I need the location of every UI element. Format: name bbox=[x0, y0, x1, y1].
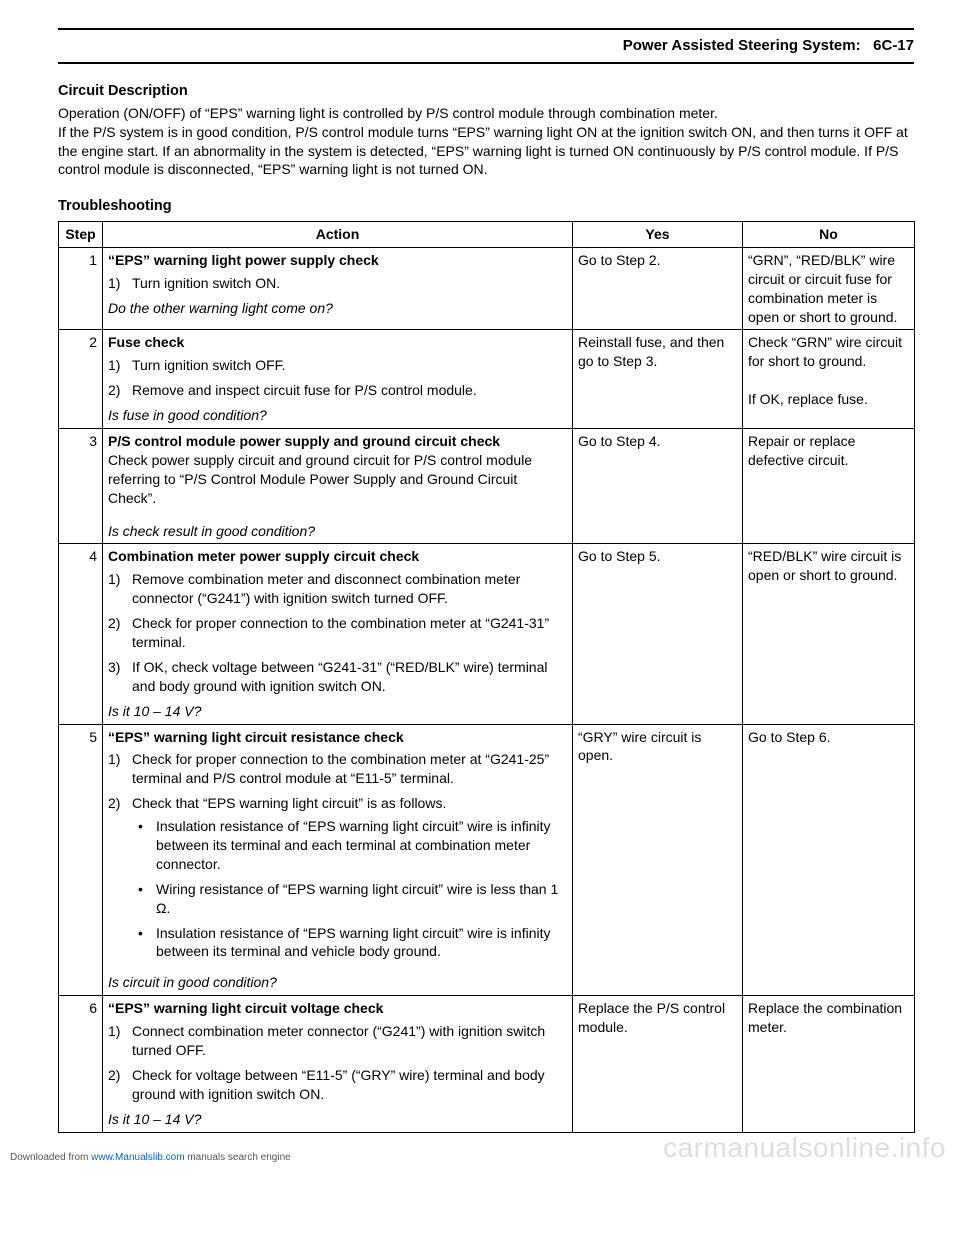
table-header-row: Step Action Yes No bbox=[59, 221, 915, 247]
action-title: “EPS” warning light circuit voltage chec… bbox=[108, 999, 567, 1018]
action-title: “EPS” warning light power supply check bbox=[108, 251, 567, 270]
action-question: Is circuit in good condition? bbox=[108, 973, 567, 992]
yes-cell: Go to Step 5. bbox=[573, 544, 743, 724]
troubleshooting-table: Step Action Yes No 1 “EPS” warning light… bbox=[58, 221, 915, 1133]
action-list: 1)Connect combination meter connector (“… bbox=[108, 1022, 567, 1104]
bullet-item: Wiring resistance of “EPS warning light … bbox=[156, 880, 567, 918]
yes-cell: Replace the P/S control module. bbox=[573, 996, 743, 1132]
action-cell: “EPS” warning light circuit voltage chec… bbox=[103, 996, 573, 1132]
action-question: Is check result in good condition? bbox=[108, 522, 567, 541]
circuit-description-heading: Circuit Description bbox=[58, 82, 914, 102]
action-question: Is it 10 – 14 V? bbox=[108, 702, 567, 721]
action-question: Do the other warning light come on? bbox=[108, 299, 567, 318]
step-number: 2 bbox=[59, 330, 103, 429]
col-action: Action bbox=[103, 221, 573, 247]
list-item: Check for proper connection to the combi… bbox=[132, 750, 567, 788]
list-item: Turn ignition switch ON. bbox=[132, 274, 567, 293]
no-cell: Check “GRN” wire circuit for short to gr… bbox=[743, 330, 915, 429]
action-cell: Combination meter power supply circuit c… bbox=[103, 544, 573, 724]
step-number: 1 bbox=[59, 247, 103, 330]
action-list: 1)Check for proper connection to the com… bbox=[108, 750, 567, 967]
list-item: Turn ignition switch OFF. bbox=[132, 356, 567, 375]
no-cell: Repair or replace defective circuit. bbox=[743, 428, 915, 543]
list-item: Connect combination meter connector (“G2… bbox=[132, 1022, 567, 1060]
col-no: No bbox=[743, 221, 915, 247]
download-prefix: Downloaded from bbox=[10, 1152, 91, 1163]
step-number: 4 bbox=[59, 544, 103, 724]
action-title: “EPS” warning light circuit resistance c… bbox=[108, 728, 567, 747]
troubleshooting-heading: Troubleshooting bbox=[58, 197, 914, 217]
action-title: P/S control module power supply and grou… bbox=[108, 432, 567, 451]
no-cell: Go to Step 6. bbox=[743, 724, 915, 996]
download-footer: Downloaded from www.Manualslib.com manua… bbox=[10, 1151, 291, 1165]
circuit-description-text: Operation (ON/OFF) of “EPS” warning ligh… bbox=[58, 104, 914, 180]
no-cell: “RED/BLK” wire circuit is open or short … bbox=[743, 544, 915, 724]
list-item: Check for voltage between “E11-5” (“GRY”… bbox=[132, 1066, 567, 1104]
action-list: 1)Turn ignition switch OFF. 2)Remove and… bbox=[108, 356, 567, 400]
table-row: 5 “EPS” warning light circuit resistance… bbox=[59, 724, 915, 996]
list-item: Remove and inspect circuit fuse for P/S … bbox=[132, 381, 567, 400]
table-row: 4 Combination meter power supply circuit… bbox=[59, 544, 915, 724]
action-plain: Check power supply circuit and ground ci… bbox=[108, 451, 567, 508]
list-item: Check that “EPS warning light circuit” i… bbox=[132, 795, 446, 811]
action-cell: “EPS” warning light power supply check 1… bbox=[103, 247, 573, 330]
col-yes: Yes bbox=[573, 221, 743, 247]
yes-cell: Go to Step 4. bbox=[573, 428, 743, 543]
yes-cell: Go to Step 2. bbox=[573, 247, 743, 330]
action-cell: Fuse check 1)Turn ignition switch OFF. 2… bbox=[103, 330, 573, 429]
no-cell: “GRN”, “RED/BLK” wire circuit or circuit… bbox=[743, 247, 915, 330]
page-header: Power Assisted Steering System: 6C-17 bbox=[58, 36, 914, 62]
col-step: Step bbox=[59, 221, 103, 247]
bullet-list: •Insulation resistance of “EPS warning l… bbox=[132, 817, 567, 961]
action-question: Is fuse in good condition? bbox=[108, 406, 567, 425]
table-row: 6 “EPS” warning light circuit voltage ch… bbox=[59, 996, 915, 1132]
action-title: Combination meter power supply circuit c… bbox=[108, 547, 567, 566]
table-row: 3 P/S control module power supply and gr… bbox=[59, 428, 915, 543]
bullet-item: Insulation resistance of “EPS warning li… bbox=[156, 817, 567, 874]
step-number: 5 bbox=[59, 724, 103, 996]
action-cell: P/S control module power supply and grou… bbox=[103, 428, 573, 543]
page-code: 6C-17 bbox=[873, 37, 914, 54]
bullet-item: Insulation resistance of “EPS warning li… bbox=[156, 924, 567, 962]
yes-cell: “GRY” wire circuit is open. bbox=[573, 724, 743, 996]
download-link[interactable]: www.Manualslib.com bbox=[91, 1152, 184, 1163]
step-number: 6 bbox=[59, 996, 103, 1132]
list-item: Remove combination meter and disconnect … bbox=[132, 570, 567, 608]
list-item: Check for proper connection to the combi… bbox=[132, 614, 567, 652]
action-title: Fuse check bbox=[108, 333, 567, 352]
download-suffix: manuals search engine bbox=[185, 1152, 291, 1163]
action-list: 1)Remove combination meter and disconnec… bbox=[108, 570, 567, 695]
step-number: 3 bbox=[59, 428, 103, 543]
yes-cell: Reinstall fuse, and then go to Step 3. bbox=[573, 330, 743, 429]
list-item: If OK, check voltage between “G241-31” (… bbox=[132, 658, 567, 696]
action-cell: “EPS” warning light circuit resistance c… bbox=[103, 724, 573, 996]
table-row: 1 “EPS” warning light power supply check… bbox=[59, 247, 915, 330]
section-title: Power Assisted Steering System: bbox=[623, 37, 861, 54]
no-cell: Replace the combination meter. bbox=[743, 996, 915, 1132]
table-row: 2 Fuse check 1)Turn ignition switch OFF.… bbox=[59, 330, 915, 429]
action-question: Is it 10 – 14 V? bbox=[108, 1110, 567, 1129]
action-list: 1)Turn ignition switch ON. bbox=[108, 274, 567, 293]
